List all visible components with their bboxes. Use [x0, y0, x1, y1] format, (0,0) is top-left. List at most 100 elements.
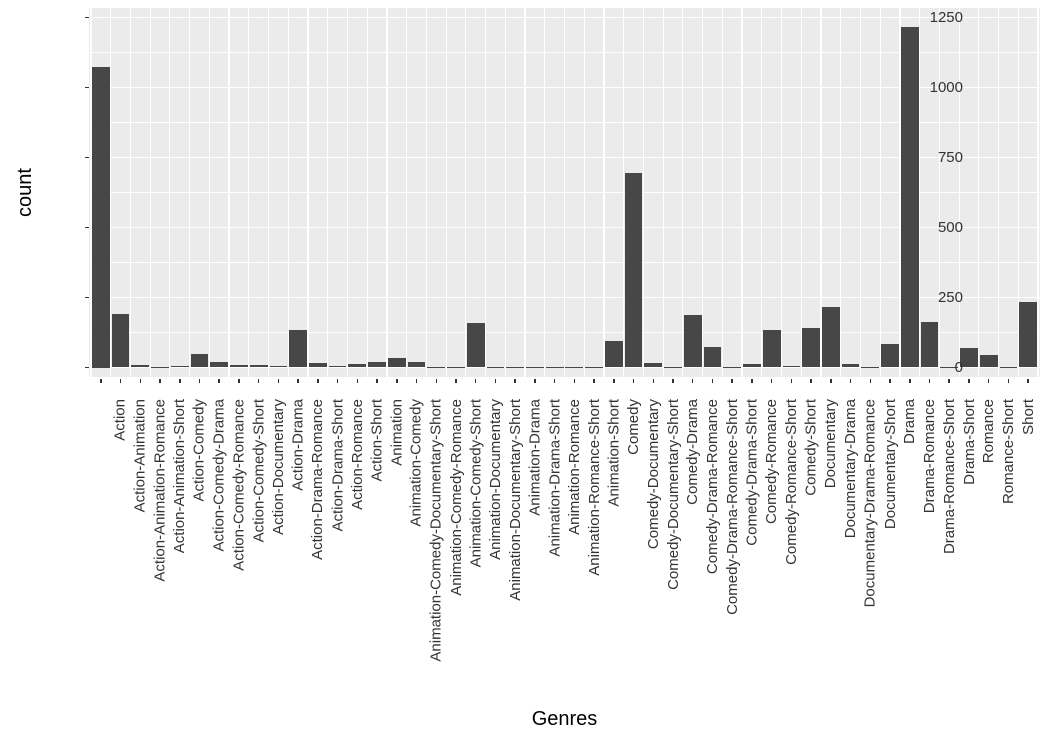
x-tick-mark: [731, 378, 733, 383]
bar-Romance-Short: [999, 366, 1018, 368]
vertical-gridline: [406, 8, 408, 377]
vertical-gridline: [978, 8, 980, 377]
x-tick-label: Animation-Comedy-Romance: [447, 399, 465, 596]
bar-Action: [111, 314, 130, 368]
bar-Documentary-Short: [881, 343, 899, 368]
x-tick-label: Comedy-Romance-Short: [782, 399, 800, 565]
x-tick-mark: [790, 378, 793, 383]
x-tick-mark: [751, 378, 753, 383]
vertical-gridline: [544, 8, 546, 377]
x-tick-label: Animation-Drama-Short: [546, 399, 564, 557]
x-tick-label: Animation-Short: [605, 399, 623, 507]
bar-Action-Animation-Romance: [151, 366, 169, 368]
x-tick-mark: [632, 378, 635, 383]
x-tick-label: Action-Drama-Short: [329, 399, 347, 532]
bar-Action-Comedy: [190, 354, 209, 368]
x-tick-mark: [573, 378, 576, 383]
x-tick-mark: [652, 378, 655, 383]
x-tick-mark: [968, 378, 970, 383]
y-tick-mark: [84, 16, 89, 19]
x-tick-label: Comedy-Documentary-Short: [664, 399, 682, 590]
vertical-gridline: [623, 8, 625, 377]
x-tick-label: Action-Comedy-Short: [250, 399, 268, 543]
x-tick-label: Comedy: [625, 399, 643, 455]
vertical-gridline: [504, 8, 506, 377]
x-tick-label: Animation-Comedy-Short: [467, 399, 485, 568]
vertical-gridline: [859, 8, 862, 377]
x-tick-mark: [987, 378, 990, 383]
x-tick-label: Comedy-Romance: [763, 399, 781, 525]
x-tick-mark: [889, 378, 891, 383]
bar-Action-Animation: [131, 365, 150, 368]
vertical-gridline: [583, 8, 585, 377]
bar-Short: [1019, 302, 1038, 368]
vertical-gridline: [90, 8, 92, 377]
vertical-gridline: [149, 8, 151, 377]
x-tick-mark: [455, 378, 457, 383]
x-tick-label: Animation-Romance: [565, 399, 583, 535]
x-tick-label: Drama-Short: [960, 399, 978, 485]
x-tick-label: Action-Drama-Romance: [309, 399, 327, 560]
x-tick-mark: [711, 378, 714, 383]
bar-Comedy-Drama: [683, 315, 702, 368]
x-tick-mark: [1027, 378, 1029, 383]
x-tick-label: Animation-Romance-Short: [585, 399, 603, 576]
x-tick-label: Romance-Short: [999, 399, 1017, 505]
x-tick-mark: [376, 378, 378, 383]
x-tick-mark: [297, 378, 299, 383]
x-tick-label: Comedy-Documentary: [644, 399, 662, 550]
bar-Drama: [900, 27, 919, 368]
bar-Documentary-Drama-Romance: [861, 366, 880, 368]
x-tick-label: Drama-Romance: [921, 399, 939, 514]
x-tick-mark: [317, 378, 319, 383]
x-tick-label: Action-Comedy-Drama: [210, 399, 228, 552]
x-tick-mark: [218, 378, 220, 383]
y-tick-mark: [84, 156, 89, 159]
x-tick-mark: [770, 378, 773, 383]
vertical-gridline: [662, 8, 664, 377]
x-tick-label: Action-Animation: [131, 399, 149, 513]
bar-Drama-Short: [960, 348, 978, 368]
x-tick-label: Comedy-Drama: [684, 399, 702, 505]
vertical-gridline: [169, 8, 171, 377]
bar-Action-Animation-Short: [170, 366, 189, 368]
vertical-gridline: [346, 8, 349, 377]
x-tick-mark: [474, 378, 477, 383]
bar-Action-Drama-Romance: [308, 363, 327, 368]
x-tick-label: Action-Short: [368, 399, 386, 482]
x-tick-label: Comedy-Drama-Short: [743, 399, 761, 546]
x-tick-mark: [494, 378, 497, 383]
y-tick-mark: [84, 366, 89, 369]
x-tick-mark: [553, 378, 556, 383]
vertical-gridline: [425, 8, 427, 377]
x-tick-mark: [849, 378, 852, 383]
bar-Action-Drama: [289, 330, 307, 368]
x-tick-mark: [277, 378, 280, 383]
bar-Documentary: [821, 307, 840, 368]
vertical-gridline: [563, 8, 566, 377]
vertical-gridline: [307, 8, 309, 377]
x-tick-label: Drama-Romance-Short: [940, 399, 958, 555]
vertical-gridline: [997, 8, 1000, 377]
vertical-gridline: [840, 8, 842, 377]
y-tick-label: 500: [937, 218, 963, 236]
vertical-gridline: [208, 8, 210, 377]
y-tick-label: 250: [937, 288, 963, 306]
x-tick-mark: [1007, 378, 1010, 383]
bar-Animation-Documentary: [486, 366, 505, 368]
bar-Romance: [979, 354, 998, 368]
vertical-gridline: [780, 8, 783, 377]
x-tick-mark: [928, 378, 931, 383]
bar-Animation-Drama: [526, 366, 544, 368]
vertical-gridline: [899, 8, 901, 377]
bar-Documentary-Drama: [841, 363, 860, 368]
x-tick-mark: [948, 378, 950, 383]
x-tick-label: Romance: [980, 399, 998, 464]
x-tick-label: Action-Romance: [348, 399, 366, 510]
vertical-gridline: [761, 8, 763, 377]
x-tick-label: Animation-Drama: [526, 399, 544, 516]
y-tick-label: 750: [937, 148, 963, 166]
vertical-gridline: [327, 8, 329, 377]
vertical-gridline: [702, 8, 704, 377]
y-axis-title: count: [14, 168, 36, 217]
